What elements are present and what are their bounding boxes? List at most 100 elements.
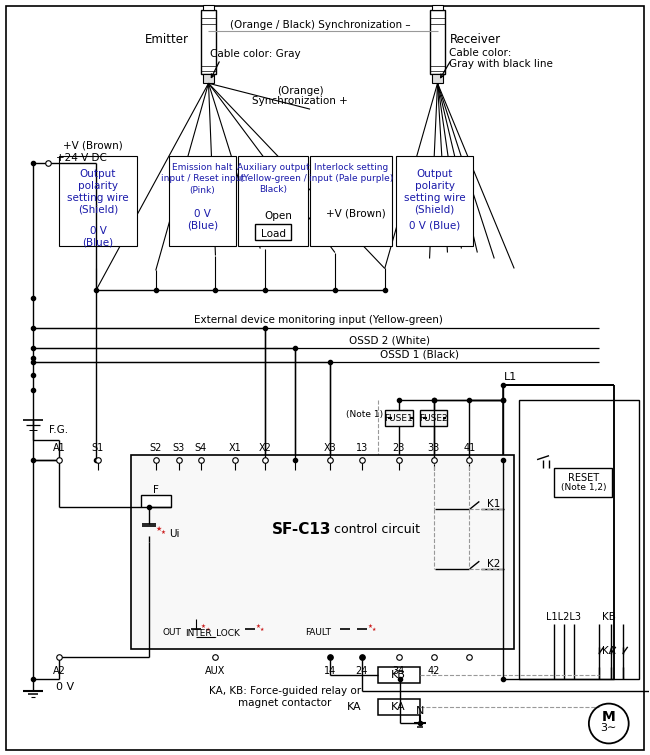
- Text: ★: ★: [260, 627, 265, 633]
- Text: 0 V: 0 V: [56, 682, 74, 692]
- Text: 33: 33: [428, 442, 439, 453]
- Text: K2: K2: [488, 559, 500, 569]
- Bar: [310, 156, 392, 245]
- Text: input / Reset input: input / Reset input: [161, 174, 244, 183]
- Text: L1L2L3: L1L2L3: [547, 612, 582, 622]
- Text: +24 V DC: +24 V DC: [56, 153, 107, 163]
- Text: K1: K1: [488, 500, 500, 510]
- Text: 23: 23: [393, 442, 405, 453]
- Text: S2: S2: [150, 442, 162, 453]
- Text: (Shield): (Shield): [415, 205, 454, 214]
- Bar: [430, 10, 445, 74]
- Bar: [432, 74, 443, 83]
- Text: S1: S1: [92, 442, 104, 453]
- Text: KB: KB: [602, 612, 616, 622]
- Bar: [554, 467, 612, 498]
- Text: Synchronization +: Synchronization +: [252, 96, 348, 106]
- Text: OUT: OUT: [162, 628, 181, 637]
- Text: A2: A2: [53, 666, 66, 676]
- Polygon shape: [190, 629, 201, 637]
- Text: 24: 24: [356, 666, 368, 676]
- Text: ★: ★: [256, 624, 261, 630]
- Text: SF-C13: SF-C13: [272, 522, 332, 537]
- Text: External device monitoring input (Yellow-green): External device monitoring input (Yellow…: [194, 316, 443, 325]
- Text: ★: ★: [367, 624, 372, 630]
- Text: (Shield): (Shield): [78, 205, 118, 214]
- Text: (Orange / Black) Synchronization –: (Orange / Black) Synchronization –: [229, 20, 410, 29]
- Text: +V (Brown): +V (Brown): [63, 141, 123, 151]
- Text: (Orange): (Orange): [277, 86, 324, 96]
- Text: 0 V: 0 V: [194, 208, 211, 219]
- Text: X2: X2: [259, 442, 272, 453]
- Text: KA, KB: Force-guided relay or: KA, KB: Force-guided relay or: [209, 686, 361, 695]
- Polygon shape: [357, 629, 367, 637]
- Bar: [420, 410, 447, 426]
- Text: input (Pale purple): input (Pale purple): [309, 174, 393, 183]
- Bar: [396, 156, 473, 245]
- Bar: [378, 667, 420, 683]
- Bar: [432, 5, 443, 10]
- Text: N: N: [415, 706, 424, 716]
- Bar: [385, 410, 413, 426]
- Text: Cable color:: Cable color:: [449, 48, 512, 58]
- Bar: [59, 156, 136, 245]
- Bar: [168, 156, 237, 245]
- Text: Auxiliary output: Auxiliary output: [237, 163, 309, 172]
- Bar: [201, 10, 216, 74]
- Text: ★: ★: [372, 627, 376, 633]
- Text: Open: Open: [265, 211, 292, 220]
- Text: M: M: [602, 710, 616, 723]
- Text: ★: ★: [201, 624, 206, 630]
- Text: 3∼: 3∼: [601, 723, 617, 734]
- Text: polarity: polarity: [415, 181, 454, 191]
- Text: Gray with black line: Gray with black line: [449, 60, 553, 69]
- Bar: [203, 5, 215, 10]
- Text: ★: ★: [205, 627, 210, 633]
- Text: L1: L1: [504, 372, 517, 382]
- Text: setting wire: setting wire: [67, 193, 129, 203]
- Text: F: F: [153, 485, 159, 495]
- Text: OSSD 2 (White): OSSD 2 (White): [348, 335, 430, 345]
- Text: polarity: polarity: [78, 181, 118, 191]
- Bar: [239, 156, 308, 245]
- Text: ★: ★: [161, 530, 165, 535]
- Text: 41: 41: [463, 442, 476, 453]
- Text: S4: S4: [194, 442, 207, 453]
- Text: 0 V (Blue): 0 V (Blue): [409, 220, 460, 230]
- Text: KA: KA: [347, 701, 362, 712]
- Bar: [203, 74, 215, 83]
- Text: (Blue): (Blue): [187, 220, 218, 230]
- Text: ★: ★: [155, 526, 162, 532]
- Text: 0 V: 0 V: [90, 226, 107, 236]
- Text: magnet contactor: magnet contactor: [239, 698, 332, 707]
- Text: (Note 1,2): (Note 1,2): [561, 483, 606, 492]
- Text: KA: KA: [391, 701, 406, 712]
- Bar: [131, 455, 514, 649]
- Text: (Yellow-green /: (Yellow-green /: [240, 174, 307, 183]
- Text: control circuit: control circuit: [334, 523, 420, 536]
- Text: X1: X1: [229, 442, 242, 453]
- Bar: [255, 223, 291, 239]
- Text: Interlock setting: Interlock setting: [314, 163, 388, 172]
- Bar: [141, 495, 171, 507]
- Text: Emitter: Emitter: [144, 33, 188, 46]
- Polygon shape: [340, 629, 350, 637]
- Polygon shape: [245, 629, 255, 637]
- Text: (Blue): (Blue): [83, 238, 114, 248]
- Text: Cable color: Gray: Cable color: Gray: [210, 49, 300, 60]
- Text: Black): Black): [259, 185, 287, 194]
- Text: X3: X3: [324, 442, 336, 453]
- Text: setting wire: setting wire: [404, 193, 465, 203]
- Text: +V (Brown): +V (Brown): [326, 208, 385, 219]
- Text: A1: A1: [53, 442, 66, 453]
- Text: OSSD 1 (Black): OSSD 1 (Black): [380, 349, 460, 359]
- Text: 42: 42: [427, 666, 439, 676]
- Text: F.G.: F.G.: [49, 425, 68, 435]
- Text: INTER_LOCK: INTER_LOCK: [185, 628, 240, 637]
- Text: (Pink): (Pink): [190, 186, 215, 196]
- Bar: [519, 400, 639, 679]
- Text: Load: Load: [261, 229, 286, 239]
- Text: 34: 34: [393, 666, 405, 676]
- Text: (Note 1): (Note 1): [346, 410, 384, 419]
- Polygon shape: [142, 526, 156, 536]
